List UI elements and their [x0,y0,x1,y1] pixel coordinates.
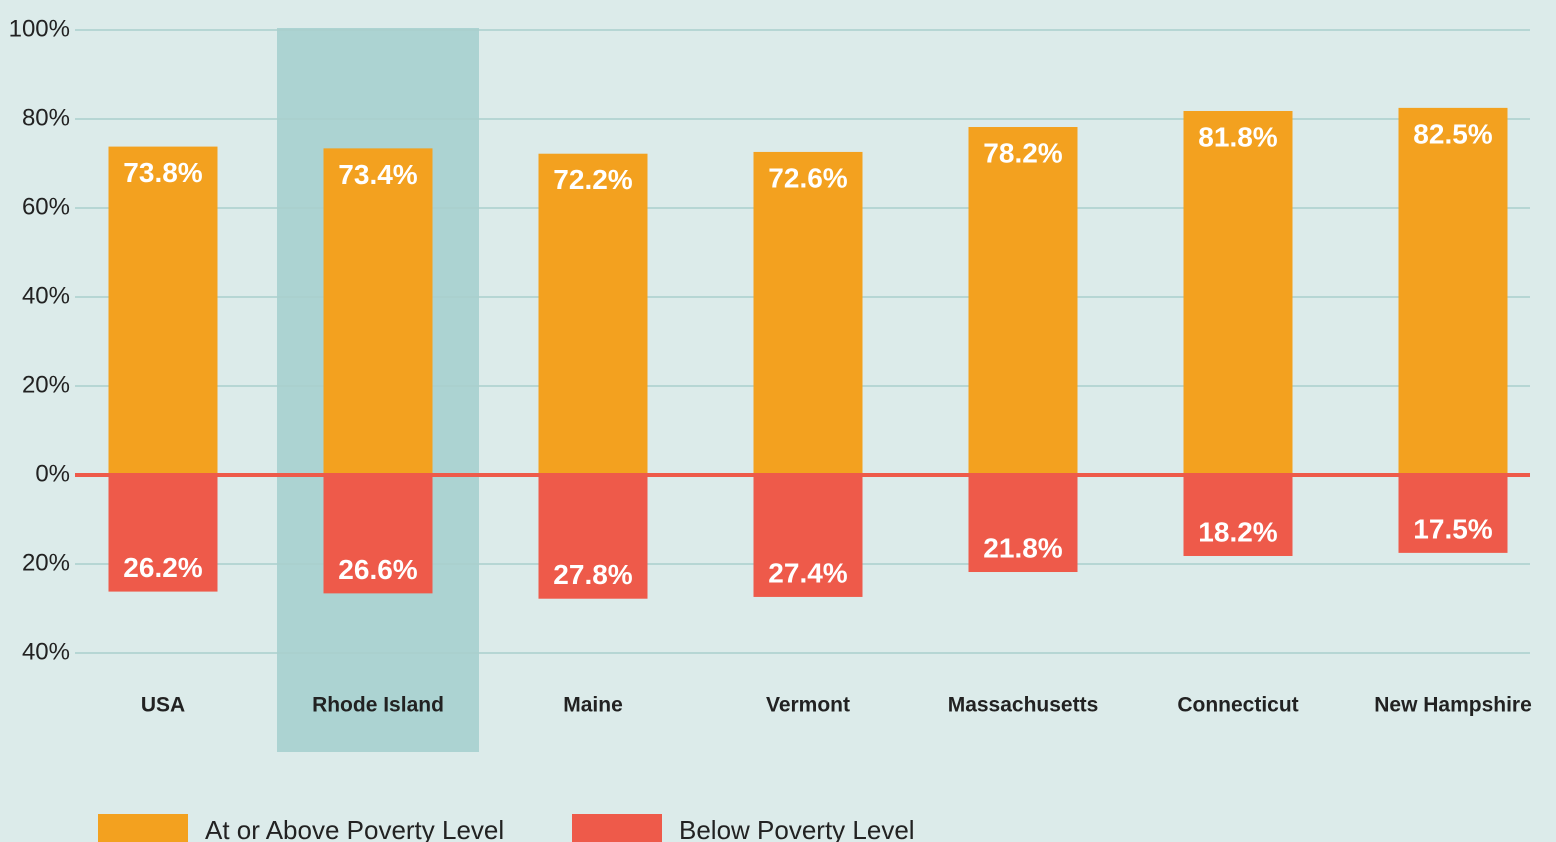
legend-label: At or Above Poverty Level [205,815,504,842]
x-tick-label: Maine [563,694,623,717]
bar [968,127,1078,475]
bar [108,475,218,592]
value-label: 26.6% [338,554,417,585]
value-label: 73.4% [338,159,417,190]
y-tick-label: 60% [22,193,70,220]
bar [323,148,433,475]
value-label: 73.8% [123,157,202,188]
bar [1183,475,1293,556]
value-label: 26.2% [123,552,202,583]
value-label: 27.8% [553,559,632,590]
value-label: 27.4% [768,557,847,588]
bar [1183,110,1293,476]
bar [1398,475,1508,553]
legend-swatch [572,814,662,842]
value-label: 82.5% [1413,118,1492,149]
y-tick-label: 0% [35,460,70,487]
value-label: 17.5% [1413,513,1492,544]
bar [108,146,218,475]
x-tick-label: Massachusetts [948,694,1099,717]
bar [753,151,863,475]
bar [538,475,648,599]
value-label: 81.8% [1198,121,1277,152]
x-tick-label: Vermont [766,694,850,717]
y-tick-label: 20% [22,549,70,576]
bar [753,475,863,597]
y-tick-label: 80% [22,104,70,131]
y-tick-label: 40% [22,282,70,309]
bar [538,153,648,475]
y-tick-label: 100% [9,15,70,42]
x-tick-label: Rhode Island [312,694,444,717]
y-tick-label: 20% [22,371,70,398]
x-tick-label: USA [141,694,185,717]
bar [323,475,433,594]
value-label: 18.2% [1198,516,1277,547]
value-label: 72.6% [768,162,847,193]
bar [968,475,1078,573]
bar [1398,107,1508,475]
value-label: 72.2% [553,164,632,195]
legend-swatch [98,814,188,842]
legend-label: Below Poverty Level [679,815,915,842]
value-label: 21.8% [983,532,1062,563]
value-label: 78.2% [983,137,1062,168]
y-tick-label: 40% [22,638,70,665]
x-tick-label: Connecticut [1177,694,1298,717]
x-tick-label: New Hampshire [1374,694,1532,717]
